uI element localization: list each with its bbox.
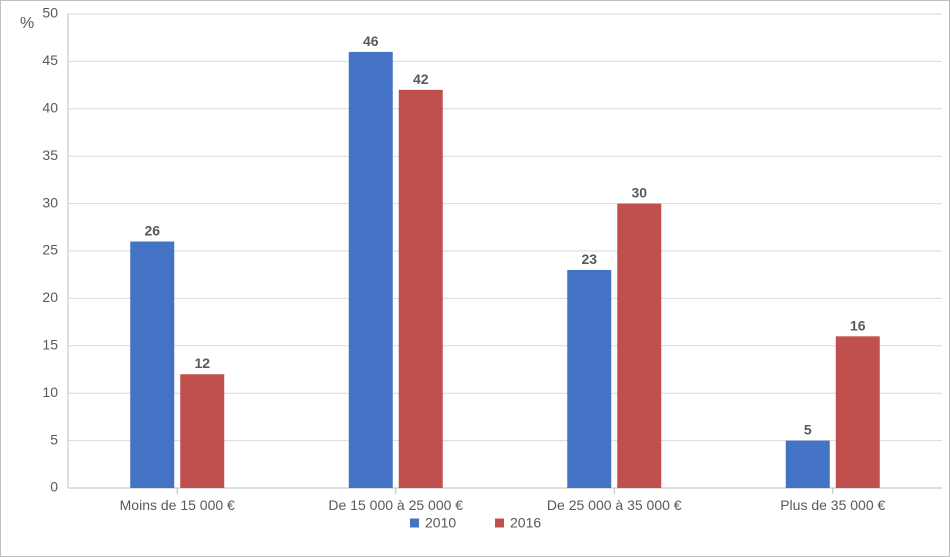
y-tick-label: 35 bbox=[42, 147, 58, 163]
x-tick-label: De 15 000 à 25 000 € bbox=[328, 497, 463, 513]
x-tick-label: Plus de 35 000 € bbox=[780, 497, 885, 513]
bar-value-label: 12 bbox=[194, 355, 210, 371]
y-tick-label: 5 bbox=[50, 431, 58, 447]
y-tick-label: 50 bbox=[42, 5, 58, 21]
bar-value-label: 16 bbox=[850, 317, 866, 333]
bar-chart: 0 5 10 15 20 25 30 35 40 45 50% Moins de 15 000 € 26… bbox=[0, 0, 950, 557]
y-tick-label: 30 bbox=[42, 194, 58, 210]
y-tick-label: 20 bbox=[42, 289, 58, 305]
bar-value-label: 26 bbox=[144, 223, 160, 239]
legend-marker bbox=[495, 519, 504, 528]
bar bbox=[567, 270, 611, 488]
bar-value-label: 5 bbox=[804, 422, 812, 438]
bar bbox=[786, 441, 830, 488]
bar bbox=[399, 90, 443, 488]
y-tick-label: 15 bbox=[42, 337, 58, 353]
x-tick-label: De 25 000 à 35 000 € bbox=[547, 497, 682, 513]
bar-value-label: 30 bbox=[631, 185, 647, 201]
legend-marker bbox=[410, 519, 419, 528]
chart-svg: 0 5 10 15 20 25 30 35 40 45 50% Moins de 15 000 € 26… bbox=[0, 0, 950, 557]
y-tick-label: 0 bbox=[50, 479, 58, 495]
bar bbox=[349, 52, 393, 488]
y-tick-label: 40 bbox=[42, 100, 58, 116]
bar bbox=[180, 374, 224, 488]
legend-label: 2010 bbox=[425, 515, 456, 531]
y-tick-label: 45 bbox=[42, 52, 58, 68]
y-tick-label: 25 bbox=[42, 242, 58, 258]
x-tick-label: Moins de 15 000 € bbox=[120, 497, 235, 513]
bar-value-label: 42 bbox=[413, 71, 429, 87]
y-axis-label: % bbox=[20, 15, 34, 32]
bar-value-label: 46 bbox=[363, 33, 379, 49]
bar bbox=[130, 242, 174, 488]
legend-label: 2016 bbox=[510, 515, 541, 531]
bar-value-label: 23 bbox=[581, 251, 597, 267]
y-tick-label: 10 bbox=[42, 384, 58, 400]
bar bbox=[836, 336, 880, 488]
bar bbox=[617, 204, 661, 488]
